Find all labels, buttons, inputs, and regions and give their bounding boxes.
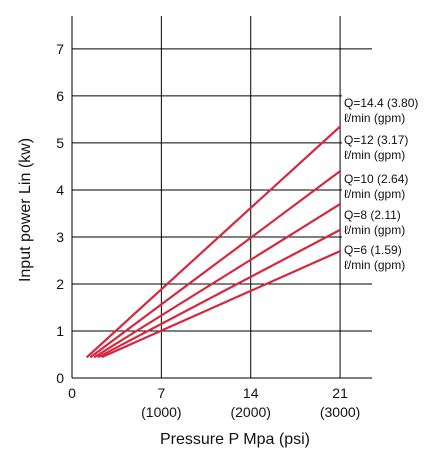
series-line: [101, 250, 342, 358]
x-axis-title: Pressure P Mpa (psi): [160, 431, 310, 448]
series-label-unit: ℓ/min (gpm): [344, 258, 405, 272]
series-line: [93, 203, 342, 358]
x-tick-sublabel: (3000): [320, 404, 360, 420]
x-tick-sublabel: (2000): [230, 404, 270, 420]
series-label-bg: [342, 95, 438, 127]
y-tick-label: 7: [56, 41, 64, 57]
series-label-name: Q=6 (1.59): [344, 243, 402, 257]
series-label-unit: ℓ/min (gpm): [344, 223, 405, 237]
series-group: [86, 125, 342, 358]
series-label-unit: ℓ/min (gpm): [344, 187, 405, 201]
series-label-name: Q=12 (3.17): [344, 133, 408, 147]
x-tick-sublabel: (1000): [141, 404, 181, 420]
y-tick-label: 5: [56, 135, 64, 151]
y-tick-label: 3: [56, 229, 64, 245]
y-tick-label: 4: [56, 182, 64, 198]
x-tick-label: 21: [332, 385, 348, 401]
series-label-unit: ℓ/min (gpm): [344, 111, 405, 125]
y-tick-label: 0: [56, 370, 64, 386]
series-label-unit: ℓ/min (gpm): [344, 148, 405, 162]
y-tick-label: 1: [56, 323, 64, 339]
y-tick-label: 6: [56, 88, 64, 104]
x-tick-label: 0: [68, 385, 76, 401]
series-label-name: Q=8 (2.11): [344, 208, 401, 222]
series-label-bg: [342, 132, 438, 164]
series-label-bg: [342, 171, 438, 203]
series-label-name: Q=14.4 (3.80): [344, 96, 418, 110]
x-tick-label: 14: [243, 385, 259, 401]
series-label-bg: [342, 207, 438, 239]
series-line: [86, 125, 342, 358]
series-label-bg: [342, 242, 438, 274]
series-line: [89, 170, 342, 358]
series-label-name: Q=10 (2.64): [344, 172, 408, 186]
x-tick-label: 7: [157, 385, 165, 401]
y-axis-title: Input power Lin (kw): [17, 138, 34, 282]
series-line: [97, 228, 342, 358]
grid-lines: [72, 16, 372, 378]
y-tick-label: 2: [56, 276, 64, 292]
